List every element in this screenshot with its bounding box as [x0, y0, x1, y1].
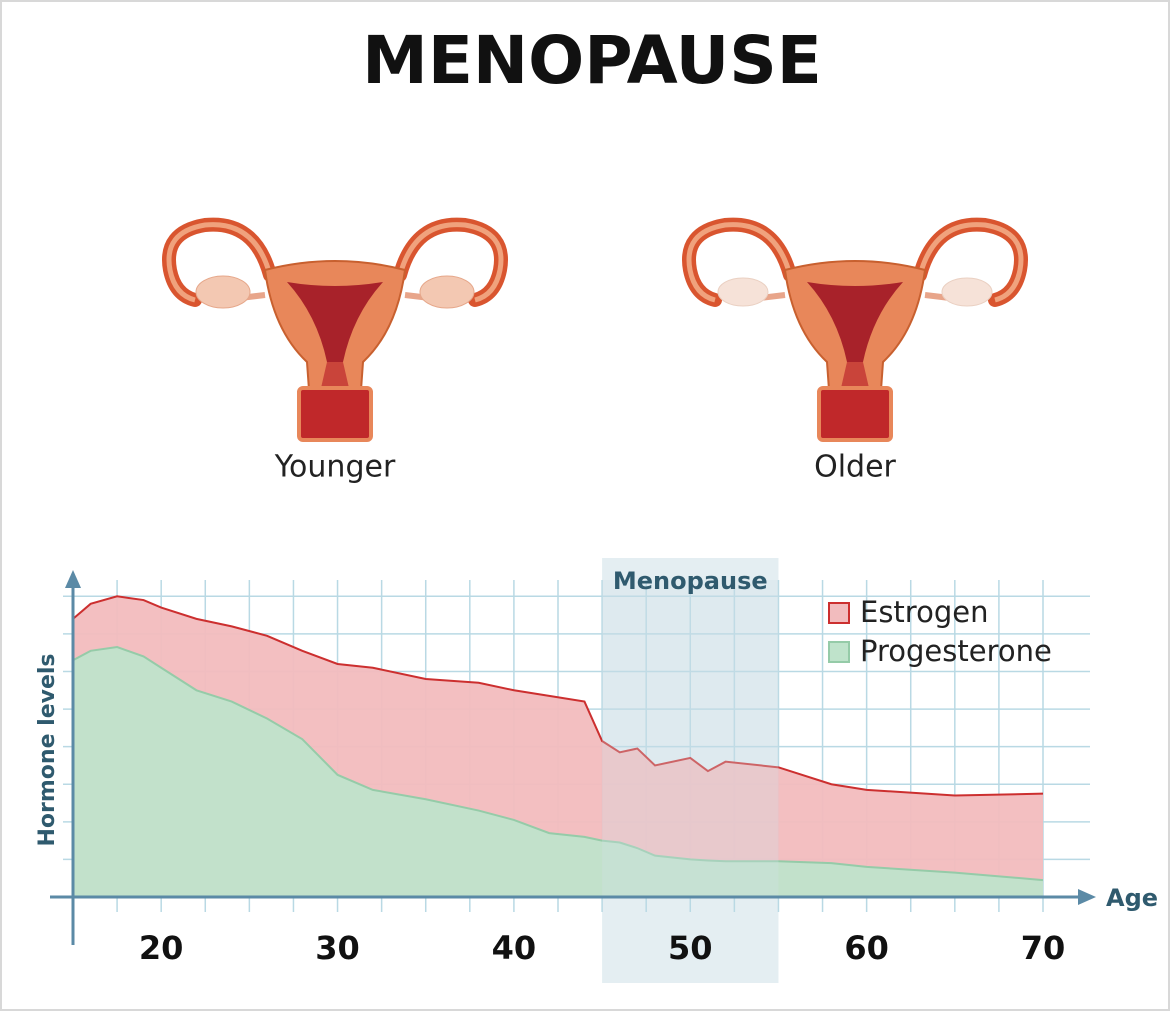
x-axis-label: Age — [1106, 884, 1158, 912]
y-axis-arrow — [65, 570, 81, 588]
area — [73, 647, 1043, 897]
chart: Menopause Age Hormone levels 20 30 40 50 60 70 Es… — [35, 558, 1158, 983]
uterus-older — [689, 225, 1021, 440]
x-tick-label: 20 — [139, 929, 184, 967]
highlight-overlay — [602, 580, 779, 897]
legend-label: Estrogen — [860, 595, 988, 629]
area-line — [72, 595, 1044, 797]
y-axis-label: Hormone levels — [35, 653, 60, 846]
x-tick-label: 40 — [492, 929, 537, 967]
x-axis-arrow — [1078, 889, 1096, 905]
uterus-younger — [169, 225, 501, 440]
area-line — [72, 646, 1044, 882]
illustration-label: Older — [814, 450, 896, 485]
x-tick-label: 60 — [844, 929, 889, 967]
legend-label: Progesterone — [860, 634, 1052, 668]
legend-swatch — [828, 602, 850, 624]
x-tick-label: 50 — [668, 929, 713, 967]
title: MENOPAUSE — [362, 22, 822, 99]
highlight-label: Menopause — [613, 567, 768, 595]
illustration-label: Younger — [274, 450, 396, 485]
x-tick-label: 30 — [315, 929, 360, 967]
legend-swatch — [828, 641, 850, 663]
x-tick-label: 70 — [1021, 929, 1066, 967]
